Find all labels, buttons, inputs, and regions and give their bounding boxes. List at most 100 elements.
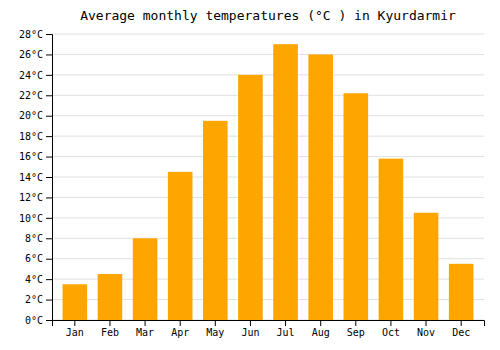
bar: [449, 264, 474, 320]
y-tick-label: 16°C: [19, 151, 43, 162]
x-tick-mark: [180, 320, 181, 326]
y-tick-label: 6°C: [25, 253, 43, 264]
chart: 0°C 2°C 4°C 6°C 8°C 10°C 12°C 14°C 16°C 18°C 20°C 2…: [0, 0, 500, 350]
x-tick: Oct: [382, 320, 400, 338]
y-tick-label: 22°C: [19, 90, 43, 101]
y-tick: 6°C: [25, 253, 52, 264]
x-tick-mark: [145, 320, 146, 326]
x-tick: Apr: [171, 320, 189, 338]
y-tick-label: 0°C: [25, 315, 43, 326]
x-tick: Jan: [66, 320, 84, 338]
grid-line: [52, 54, 484, 55]
x-tick: Jun: [241, 320, 259, 338]
y-tick: 12°C: [19, 192, 52, 203]
grid-line: [52, 34, 484, 35]
y-tick-label: 8°C: [25, 233, 43, 244]
x-tick-label: Aug: [312, 327, 330, 338]
y-tick-mark: [46, 34, 52, 35]
x-tick: Nov: [417, 320, 435, 338]
y-tick-mark: [46, 95, 52, 96]
title: Average monthly temperatures (°C ) in Ky…: [80, 8, 456, 23]
y-tick: 18°C: [19, 131, 52, 142]
bar: [238, 75, 263, 320]
bar: [203, 121, 228, 320]
y-tick: 28°C: [19, 29, 52, 40]
x-tick-mark: [74, 320, 75, 326]
bar: [168, 172, 193, 320]
y-tick-label: 28°C: [19, 29, 43, 40]
x-tick-label: Jan: [66, 327, 84, 338]
x-tick: Aug: [312, 320, 330, 338]
y-tick: 14°C: [19, 172, 52, 183]
y-tick-mark: [46, 75, 52, 76]
grid-line: [52, 156, 484, 157]
bar: [273, 44, 298, 320]
x-axis: Jan Feb Mar Apr May Jun Jul Aug Sep Oct Nov Dec: [53, 320, 485, 338]
x-tick-mark: [426, 320, 427, 326]
y-tick-mark: [46, 279, 52, 280]
y-tick-label: 14°C: [19, 172, 43, 183]
y-axis: 0°C 2°C 4°C 6°C 8°C 10°C 12°C 14°C 16°C 18°C 20°C 2…: [19, 29, 53, 326]
y-tick-mark: [46, 54, 52, 55]
x-tick: Sep: [347, 320, 365, 338]
grid-line: [52, 115, 484, 116]
x-tick: Jul: [277, 320, 295, 338]
bar: [414, 213, 439, 320]
y-tick-label: 26°C: [19, 49, 43, 60]
y-tick: 20°C: [19, 110, 52, 121]
x-tick-label: Apr: [171, 327, 189, 338]
bar: [344, 93, 369, 320]
y-tick-mark: [46, 259, 52, 260]
y-tick-mark: [46, 177, 52, 178]
x-tick-label: May: [206, 327, 224, 338]
x-tick-mark: [109, 320, 110, 326]
y-tick-label: 20°C: [19, 110, 43, 121]
bar: [133, 238, 158, 320]
y-tick-mark: [46, 320, 52, 321]
x-tick-label: Mar: [136, 327, 154, 338]
bar: [308, 54, 333, 320]
grid-line: [52, 177, 484, 178]
grid-line: [52, 74, 484, 75]
grid: [52, 34, 484, 320]
x-tick-label: Dec: [452, 327, 470, 338]
x-tick-mark: [320, 320, 321, 326]
y-tick: 26°C: [19, 49, 52, 60]
x-tick-mark: [390, 320, 391, 326]
y-axis-line: [46, 35, 53, 321]
y-tick-mark: [46, 136, 52, 137]
y-tick-mark: [46, 157, 52, 158]
y-tick: 2°C: [25, 294, 52, 305]
y-tick-label: 10°C: [19, 213, 43, 224]
x-tick-mark: [250, 320, 251, 326]
plot: 0°C 2°C 4°C 6°C 8°C 10°C 12°C 14°C 16°C 18°C 20°C 2…: [19, 29, 485, 338]
y-tick-label: 12°C: [19, 192, 43, 203]
grid-line: [52, 95, 484, 96]
x-tick-label: Jun: [241, 327, 259, 338]
grid-line: [52, 136, 484, 137]
y-tick-mark: [46, 218, 52, 219]
x-tick-label: Jul: [277, 327, 295, 338]
y-tick-mark: [46, 116, 52, 117]
x-tick-mark: [285, 320, 286, 326]
y-tick-label: 18°C: [19, 131, 43, 142]
x-tick-label: Oct: [382, 327, 400, 338]
bar: [98, 274, 123, 320]
x-tick-label: Feb: [101, 327, 119, 338]
y-tick-label: 2°C: [25, 294, 43, 305]
x-tick: May: [206, 320, 224, 338]
y-tick: 0°C: [25, 315, 52, 326]
bars: [63, 44, 474, 320]
x-tick: Mar: [136, 320, 154, 338]
x-tick-label: Sep: [347, 327, 365, 338]
y-tick: 24°C: [19, 70, 52, 81]
y-tick-mark: [46, 238, 52, 239]
y-tick-label: 24°C: [19, 70, 43, 81]
y-tick-mark: [46, 197, 52, 198]
x-tick: Feb: [101, 320, 119, 338]
y-tick-label: 4°C: [25, 274, 43, 285]
y-tick-mark: [46, 300, 52, 301]
bar: [63, 284, 88, 320]
x-tick-mark: [461, 320, 462, 326]
x-tick-label: Nov: [417, 327, 435, 338]
